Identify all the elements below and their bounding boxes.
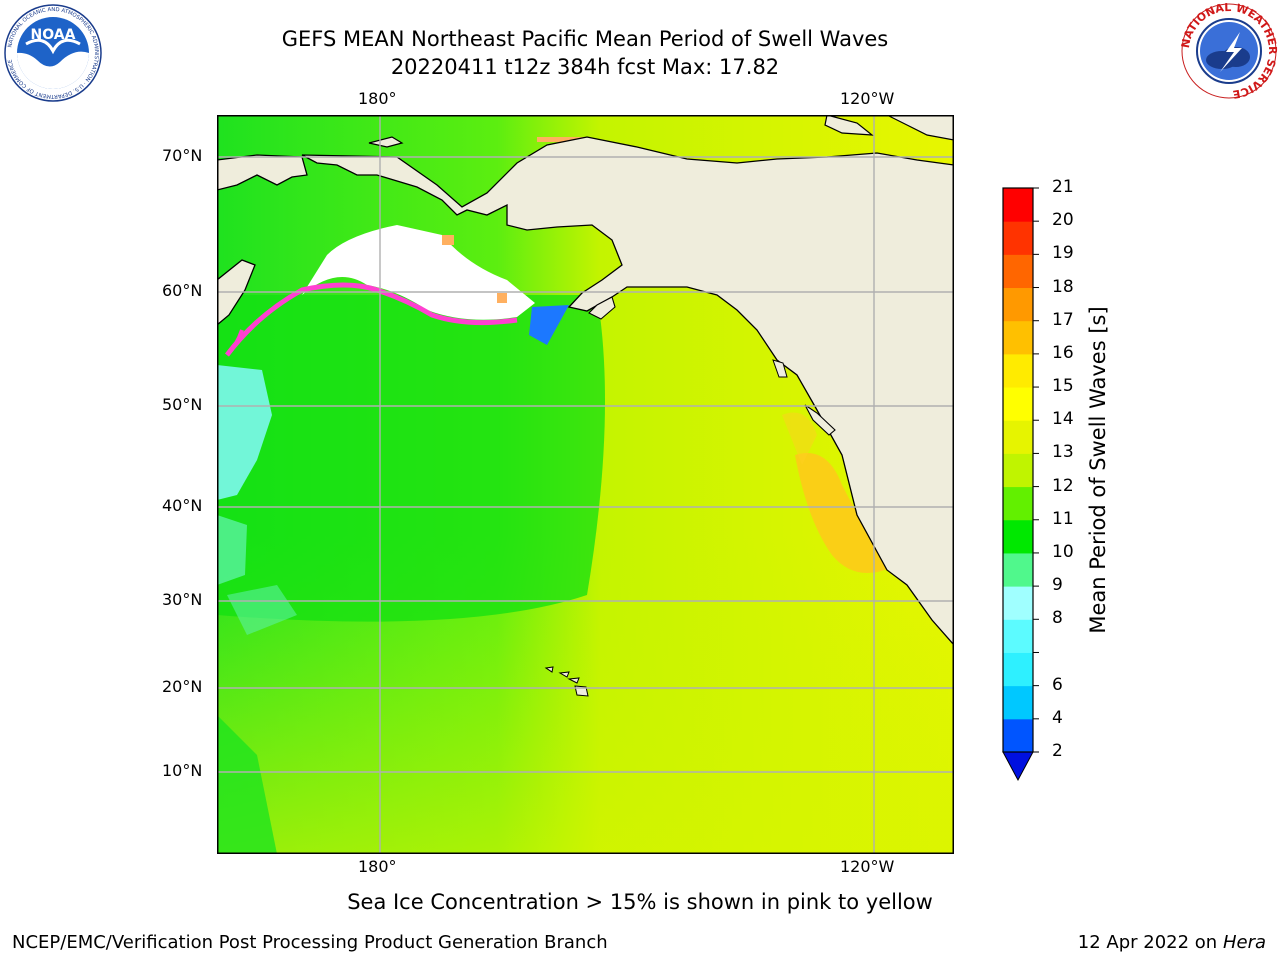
colorbar-tick-label: 21 xyxy=(1052,177,1074,197)
colorbar-title: Mean Period of Swell Waves [s] xyxy=(1086,306,1110,634)
colorbar-tick-label: 17 xyxy=(1052,309,1074,330)
sea-ice-area xyxy=(302,225,535,320)
graticule xyxy=(217,115,954,854)
lat-label-30n: 30°N xyxy=(162,590,203,609)
lat-label-70n: 70°N xyxy=(162,146,203,165)
colorbar-tick-label: 9 xyxy=(1052,575,1063,596)
map-subtitle: 20220411 t12z 384h fcst Max: 17.82 xyxy=(390,55,780,79)
long-period-patch xyxy=(795,453,897,573)
noaa-logo-text: NOAA xyxy=(31,27,76,43)
colorbar-swatch xyxy=(1003,420,1033,454)
very-short-period-patch xyxy=(529,305,569,345)
lon-label-180-bottom: 180° xyxy=(358,857,397,876)
siberia-land xyxy=(217,154,308,191)
colorbar-swatch xyxy=(1003,685,1033,720)
colorbar-tick-label: 10 xyxy=(1052,541,1074,562)
colorbar-tick-label: 14 xyxy=(1052,409,1074,430)
map-title: GEFS MEAN Northeast Pacific Mean Period … xyxy=(281,27,889,51)
sea-ice-note: Sea Ice Concentration > 15% is shown in … xyxy=(347,890,933,914)
colorbar-swatch xyxy=(1003,586,1033,620)
colorbar-tick-label: 15 xyxy=(1052,376,1074,397)
lat-label-60n: 60°N xyxy=(162,281,203,300)
swell-period-map xyxy=(217,115,954,854)
colorbar-tick-label: 6 xyxy=(1052,674,1063,695)
colorbar-tick-label: 16 xyxy=(1052,342,1074,363)
colorbar-swatch xyxy=(1003,453,1033,488)
short-period-patch xyxy=(217,365,272,500)
colorbar-swatch xyxy=(1003,718,1033,753)
colorbar-swatch xyxy=(1003,254,1033,289)
lon-label-180-top: 180° xyxy=(358,89,397,108)
lon-label-120w-top: 120°W xyxy=(840,89,895,108)
colorbar-tick-label: 2 xyxy=(1052,741,1063,761)
colorbar-swatch xyxy=(1003,486,1033,521)
colorbar-tick-label: 11 xyxy=(1052,508,1074,529)
colorbar-tick-label: 20 xyxy=(1052,210,1074,231)
lon-label-120w-bottom: 120°W xyxy=(840,857,895,876)
colorbar-swatch xyxy=(1003,221,1033,255)
colorbar-swatch xyxy=(1003,287,1033,322)
colorbar-swatch xyxy=(1003,320,1033,355)
colorbar-swatch xyxy=(1003,387,1033,421)
colorbar-swatch xyxy=(1003,619,1033,653)
colorbar-tick-label: 8 xyxy=(1052,608,1063,629)
credit-date: 12 Apr 2022 on Hera xyxy=(1077,932,1266,953)
nws-logo: NATIONAL WEATHER SERVICE xyxy=(1180,2,1278,100)
north-america-land xyxy=(301,136,954,646)
noaa-logo: NOAA NATIONAL OCEANIC AND ATMOSPHERIC AD… xyxy=(4,4,102,102)
colorbar-swatch xyxy=(1003,353,1033,388)
lat-label-20n: 20°N xyxy=(162,677,203,696)
credit-branch: NCEP/EMC/Verification Post Processing Pr… xyxy=(12,932,608,953)
colorbar-tick-label: 19 xyxy=(1052,243,1074,264)
colorbar-swatch xyxy=(1003,552,1033,587)
map-border xyxy=(217,115,954,854)
colorbar-swatch xyxy=(1003,519,1033,554)
colorbar-swatch xyxy=(1003,652,1033,687)
sea-ice-margin xyxy=(225,282,518,357)
lat-label-10n: 10°N xyxy=(162,761,203,780)
credit-machine: Hera xyxy=(1222,932,1266,953)
lat-label-40n: 40°N xyxy=(162,496,203,515)
colorbar-tick-label: 12 xyxy=(1052,475,1074,496)
colorbar-swatch xyxy=(1003,188,1033,222)
colorbar-tick-label: 18 xyxy=(1052,276,1074,297)
colorbar-tick-label: 13 xyxy=(1052,442,1074,463)
lat-label-50n: 50°N xyxy=(162,395,203,414)
colorbar xyxy=(1002,187,1039,782)
colorbar-tick-label: 4 xyxy=(1052,707,1063,728)
